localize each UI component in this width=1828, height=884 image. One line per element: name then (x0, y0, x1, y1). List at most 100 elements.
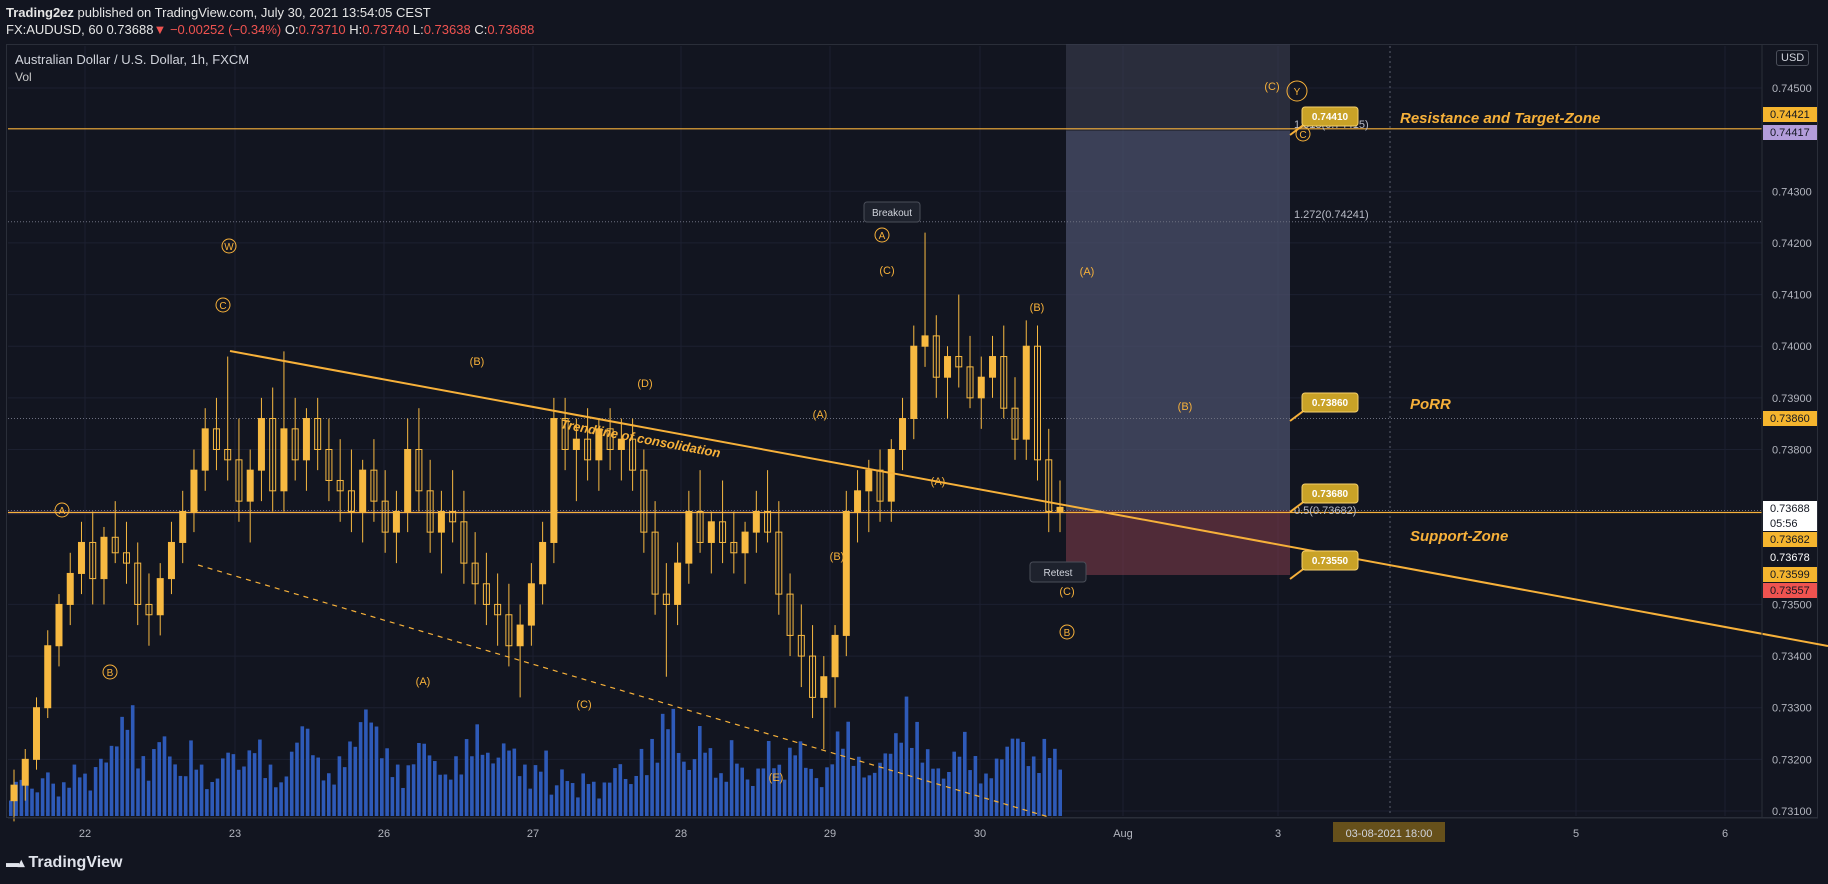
volume-bar (146, 780, 151, 816)
volume-bar (215, 778, 220, 816)
volume-bar (947, 772, 951, 816)
wave-label: C (1299, 130, 1306, 141)
wave-label: (B) (470, 356, 485, 368)
volume-bar (968, 770, 972, 816)
volume-bar (30, 788, 34, 816)
volume-bar (501, 743, 506, 816)
candle-body (775, 531, 783, 595)
wave-circle (1286, 80, 1308, 102)
candle-body (100, 536, 108, 580)
volume-bar (586, 784, 591, 816)
price-tag-label: 0.73860 (1770, 413, 1810, 425)
retest-label-box (1029, 561, 1087, 583)
price-tag-label: 0.73557 (1770, 585, 1810, 597)
volume-bar (592, 781, 596, 816)
volume-bar (1016, 738, 1020, 816)
chart-title: Australian Dollar / U.S. Dollar, 1h, FXC… (15, 52, 250, 67)
volume-bar (941, 778, 946, 816)
volume-bar (422, 743, 426, 816)
volume-bar (162, 736, 167, 816)
volume-bar (130, 705, 135, 816)
volume-bar (894, 733, 898, 816)
volume-bar (867, 775, 872, 816)
volume-bar (19, 779, 24, 816)
volume-bar (989, 778, 994, 816)
candle-body (325, 449, 333, 481)
porr-label: PoRR (1410, 396, 1451, 413)
close-label: C: (474, 22, 488, 37)
wave-label: C (219, 301, 226, 312)
wave-label: (B) (1178, 401, 1193, 413)
volume-bar (618, 764, 623, 816)
wave-label: (B) (830, 551, 845, 563)
candle-body (516, 624, 524, 647)
volume-bar (295, 742, 299, 816)
candle-body (347, 490, 355, 512)
time-tick-label: 29 (824, 828, 836, 840)
volume-bar (973, 756, 978, 816)
candle-body (224, 449, 232, 461)
volume-bar (395, 764, 400, 816)
volume-bar (766, 740, 771, 816)
volume-bar (289, 751, 294, 816)
candle-body (550, 418, 558, 543)
price-tag (1763, 532, 1817, 547)
candle-body (179, 510, 187, 543)
footer (0, 848, 1828, 884)
volume-bar (183, 776, 188, 816)
volume-bar (353, 746, 358, 816)
candle-body (584, 438, 592, 461)
support-label: Support-Zone (1410, 528, 1508, 545)
volume-bar (125, 729, 130, 816)
volume-bar (199, 764, 204, 816)
volume-bar (629, 784, 633, 816)
volume-bar (565, 781, 570, 816)
candle-body (989, 356, 997, 378)
volume-bar (205, 789, 209, 816)
candle-body (629, 438, 637, 471)
candle-body (314, 418, 322, 450)
volume-bar (374, 726, 379, 816)
candle-body (966, 366, 974, 399)
price-flag (1301, 392, 1359, 413)
volume-bar (708, 748, 713, 816)
volume-bar (99, 758, 103, 816)
volume-bar (321, 780, 326, 816)
volume-bar (1010, 738, 1015, 816)
price-tag-label: 0.74421 (1770, 109, 1810, 121)
time-tick-label: 3 (1275, 828, 1281, 840)
low-label: L: (412, 22, 424, 37)
time-tick-label: 26 (378, 828, 390, 840)
price-tag (1763, 501, 1817, 516)
volume-bar (804, 767, 808, 816)
volume-bar (443, 774, 448, 816)
wave-circle (874, 227, 890, 243)
tradingview-logo[interactable]: ▬▴ TradingView (6, 854, 122, 872)
wave-label: (A) (1080, 266, 1095, 278)
volume-bar (46, 772, 50, 816)
volume-bar (729, 740, 734, 816)
volume-bar (1047, 758, 1052, 816)
wave-label: (A) (416, 676, 431, 688)
volume-bar (364, 709, 368, 816)
volume-bar (427, 755, 432, 816)
profit-zone-extension (1066, 44, 1290, 131)
publisher-name[interactable]: Trading2ez (6, 5, 74, 20)
volume-bar (819, 787, 824, 816)
high-label: H: (349, 22, 363, 37)
volume-bar (862, 777, 866, 816)
price-tick-label: 0.73800 (1772, 445, 1812, 457)
volume-bar (904, 696, 909, 816)
volume-bar (650, 738, 654, 816)
volume-bar (634, 775, 638, 816)
volume-bar (152, 749, 156, 816)
currency-badge[interactable]: USD (1776, 50, 1810, 66)
price-tick-label: 0.73100 (1772, 806, 1812, 818)
candle-body (122, 552, 130, 564)
candle-body (111, 536, 119, 554)
volume-bar (703, 752, 707, 816)
candle-body (449, 510, 457, 523)
candle-body (437, 510, 445, 533)
lower-trendline (197, 564, 1053, 819)
